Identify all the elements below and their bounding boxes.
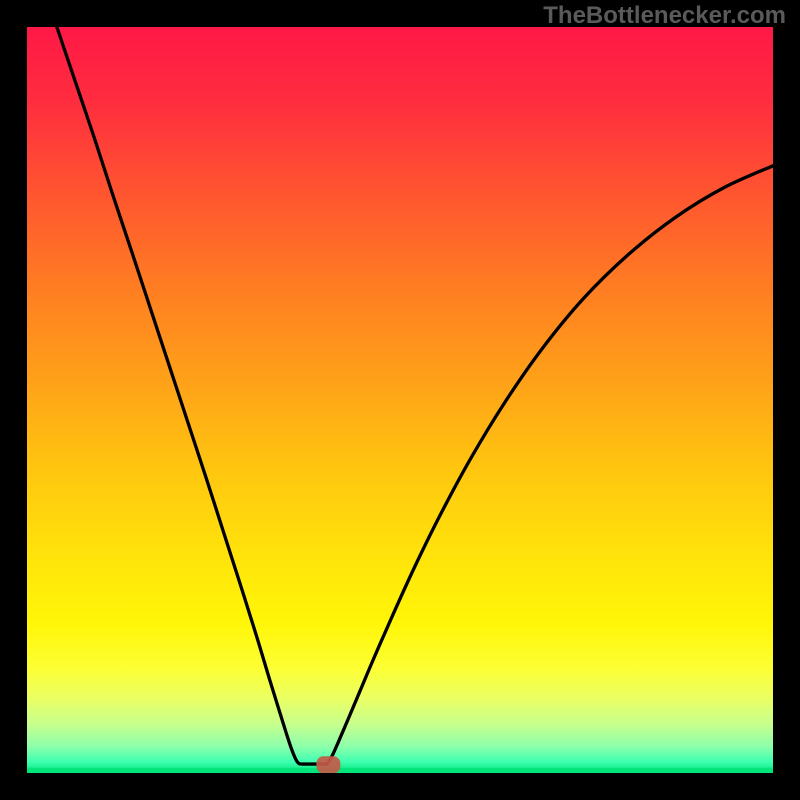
watermark-label: TheBottlenecker.com: [543, 2, 786, 30]
gradient-background: [27, 27, 773, 773]
optimum-marker: [316, 756, 340, 773]
green-bottom-band: [27, 768, 773, 774]
bottleneck-chart: [0, 0, 800, 800]
